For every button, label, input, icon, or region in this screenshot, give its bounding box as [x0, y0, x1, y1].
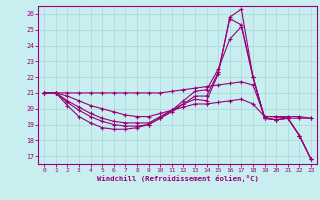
X-axis label: Windchill (Refroidissement éolien,°C): Windchill (Refroidissement éolien,°C): [97, 175, 259, 182]
